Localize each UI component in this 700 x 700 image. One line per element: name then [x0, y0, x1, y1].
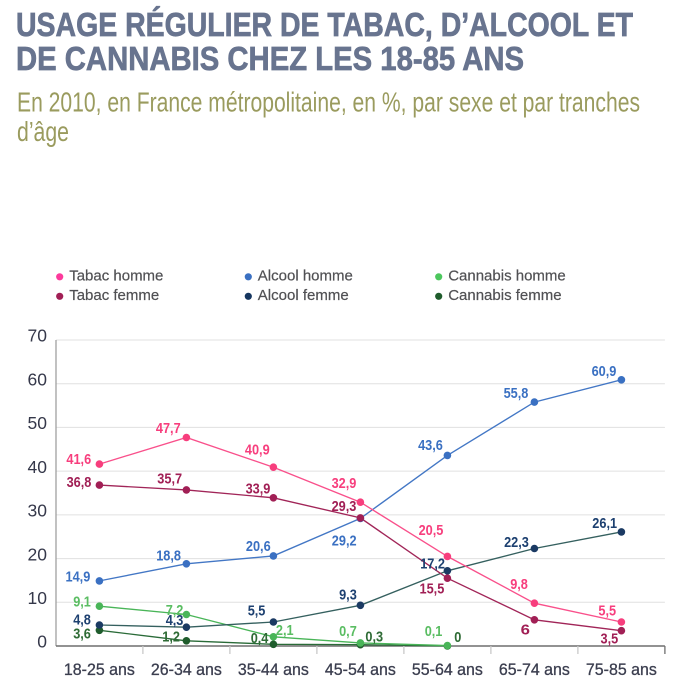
svg-text:60: 60: [28, 369, 48, 389]
svg-text:14,9: 14,9: [66, 569, 91, 586]
svg-text:9,3: 9,3: [339, 587, 357, 604]
svg-text:40: 40: [28, 457, 48, 477]
svg-text:22,3: 22,3: [504, 534, 529, 551]
svg-text:Cannabis femme: Cannabis femme: [448, 287, 561, 304]
svg-text:65-74 ans: 65-74 ans: [499, 660, 570, 679]
svg-text:0: 0: [37, 632, 47, 652]
svg-text:Tabac homme: Tabac homme: [69, 268, 163, 285]
svg-text:30: 30: [28, 501, 48, 521]
svg-text:18-25 ans: 18-25 ans: [64, 660, 135, 679]
svg-text:29,3: 29,3: [332, 498, 357, 515]
svg-text:0,3: 0,3: [365, 628, 383, 645]
svg-text:6: 6: [521, 621, 530, 638]
svg-text:d’âge: d’âge: [17, 116, 69, 147]
svg-text:Alcool femme: Alcool femme: [258, 287, 349, 304]
svg-text:7,2: 7,2: [166, 602, 184, 619]
svg-text:45-54 ans: 45-54 ans: [325, 660, 396, 679]
svg-text:33,9: 33,9: [246, 481, 271, 498]
svg-text:DE CANNABIS CHEZ LES 18-85 ANS: DE CANNABIS CHEZ LES 18-85 ANS: [16, 40, 524, 77]
svg-text:9,1: 9,1: [73, 594, 91, 611]
svg-text:43,6: 43,6: [418, 437, 443, 454]
svg-text:0: 0: [454, 629, 461, 646]
svg-text:En 2010, en France métropolita: En 2010, en France métropolitaine, en %,…: [17, 87, 640, 118]
svg-text:36,8: 36,8: [67, 474, 92, 491]
svg-text:50: 50: [28, 413, 48, 433]
svg-text:0,1: 0,1: [425, 623, 443, 640]
svg-text:4,8: 4,8: [73, 611, 91, 628]
svg-text:USAGE RÉGULIER DE TABAC, D’ALC: USAGE RÉGULIER DE TABAC, D’ALCOOL ET: [16, 6, 633, 43]
svg-text:47,7: 47,7: [156, 420, 181, 437]
svg-text:0,4: 0,4: [251, 630, 269, 647]
svg-text:15,5: 15,5: [420, 581, 445, 598]
svg-text:26,1: 26,1: [592, 515, 617, 532]
svg-text:20,5: 20,5: [419, 522, 444, 539]
svg-text:3,5: 3,5: [601, 631, 619, 648]
svg-text:70: 70: [28, 326, 48, 346]
svg-text:5,5: 5,5: [248, 603, 266, 620]
svg-text:20,6: 20,6: [246, 538, 271, 555]
svg-text:3,6: 3,6: [73, 626, 91, 643]
svg-text:32,9: 32,9: [332, 475, 357, 492]
svg-text:29,2: 29,2: [332, 532, 357, 549]
svg-text:2,1: 2,1: [276, 622, 294, 639]
svg-text:35,7: 35,7: [157, 471, 182, 488]
svg-text:10: 10: [28, 588, 48, 608]
svg-text:40,9: 40,9: [245, 442, 270, 459]
svg-text:55-64 ans: 55-64 ans: [412, 660, 483, 679]
svg-text:5,5: 5,5: [598, 603, 616, 620]
svg-text:75-85 ans: 75-85 ans: [586, 660, 657, 679]
svg-text:0,7: 0,7: [339, 623, 357, 640]
svg-text:18,8: 18,8: [156, 547, 181, 564]
svg-text:Alcool homme: Alcool homme: [258, 268, 353, 285]
svg-text:17,2: 17,2: [420, 555, 445, 572]
svg-text:1,2: 1,2: [162, 628, 180, 645]
svg-text:60,9: 60,9: [592, 363, 617, 380]
svg-text:Cannabis homme: Cannabis homme: [448, 268, 566, 285]
svg-text:35-44 ans: 35-44 ans: [238, 660, 309, 679]
svg-text:Tabac femme: Tabac femme: [69, 287, 159, 304]
svg-text:26-34 ans: 26-34 ans: [151, 660, 222, 679]
svg-text:9,8: 9,8: [510, 576, 528, 593]
svg-text:55,8: 55,8: [504, 385, 529, 402]
svg-text:4,3: 4,3: [166, 612, 184, 629]
svg-text:20: 20: [28, 544, 48, 564]
svg-text:41,6: 41,6: [66, 451, 91, 468]
